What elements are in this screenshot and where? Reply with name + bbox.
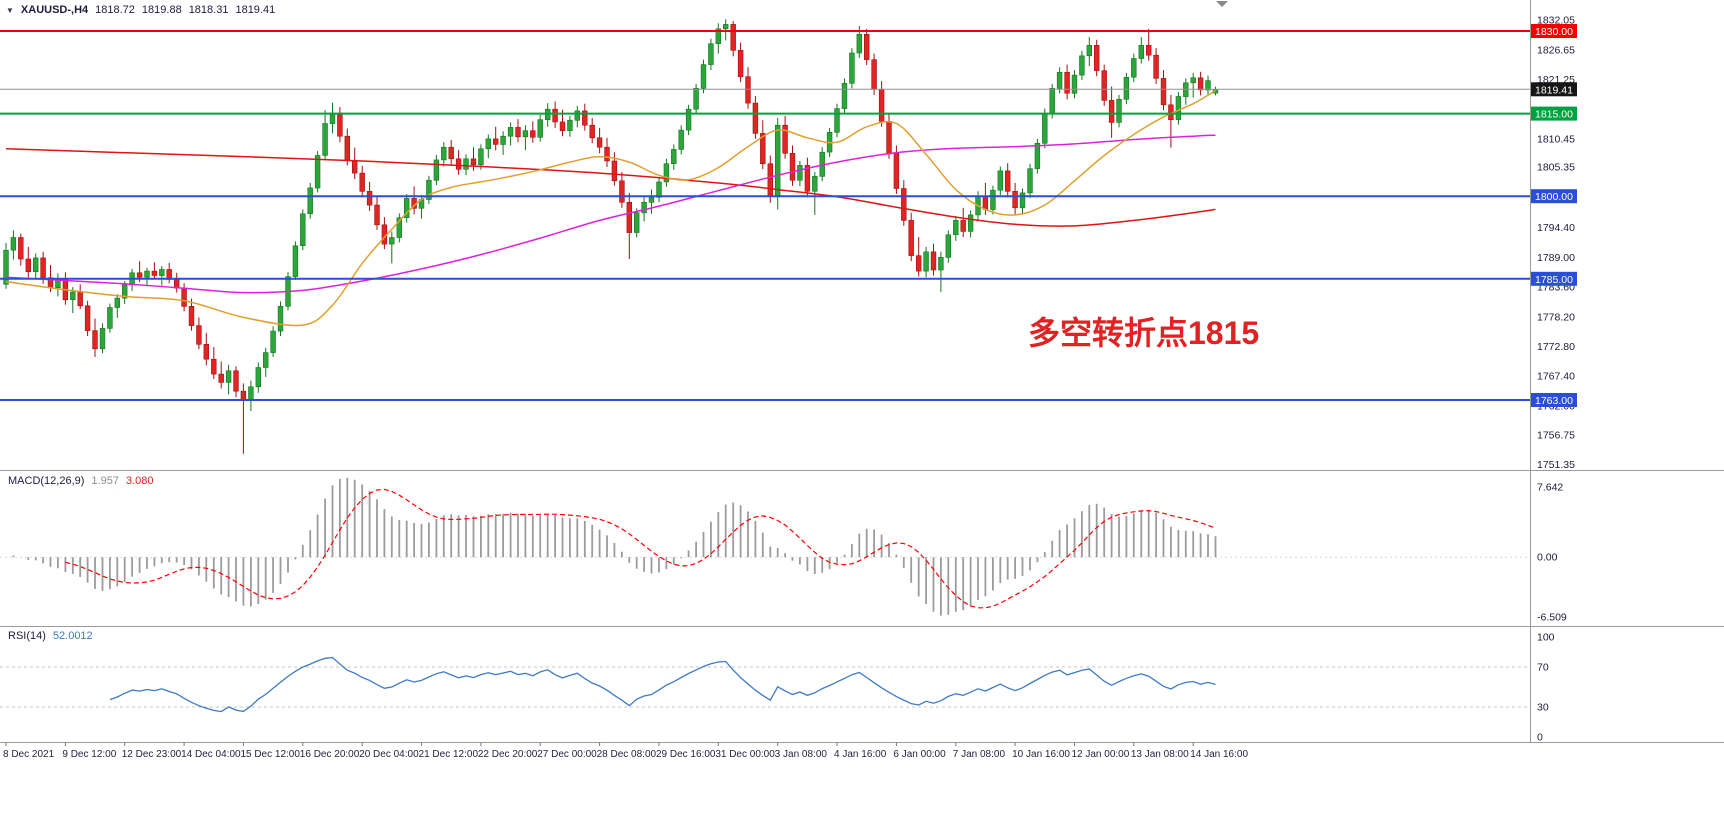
svg-text:0: 0 <box>1537 732 1543 744</box>
svg-text:1794.40: 1794.40 <box>1537 222 1575 234</box>
svg-text:22 Dec 20:00: 22 Dec 20:00 <box>478 749 538 760</box>
macd-histogram <box>12 477 1217 616</box>
svg-text:3 Jan 08:00: 3 Jan 08:00 <box>775 749 828 760</box>
svg-text:1789.00: 1789.00 <box>1537 252 1575 264</box>
svg-text:7.642: 7.642 <box>1537 482 1563 494</box>
svg-text:1830.00: 1830.00 <box>1535 26 1573 38</box>
candlestick-series <box>3 19 1219 454</box>
svg-text:1756.75: 1756.75 <box>1537 429 1575 441</box>
macd-name: MACD(12,26,9) <box>8 475 85 487</box>
svg-text:1763.00: 1763.00 <box>1535 395 1573 407</box>
svg-text:21 Dec 12:00: 21 Dec 12:00 <box>419 749 479 760</box>
ohlc-close: 1819.41 <box>235 4 276 16</box>
rsi-indicator-label: RSI(14) 52.0012 <box>8 630 93 642</box>
svg-text:7 Jan 08:00: 7 Jan 08:00 <box>953 749 1006 760</box>
macd-main-value: 1.957 <box>91 475 119 487</box>
price-axis-labels: 1832.051826.651821.251810.451805.351794.… <box>1537 15 1575 471</box>
time-axis-labels: 8 Dec 2021 9 Dec 12:00 12 Dec 23:00 14 Dec … <box>3 742 1248 760</box>
price-axis-badges: 1830.00 1819.41 1815.00 1800.00 1785.00 1763.… <box>1531 24 1577 407</box>
svg-text:12 Jan 00:00: 12 Jan 00:00 <box>1071 749 1129 760</box>
symbol-name: XAUUSD-,H4 <box>20 4 89 16</box>
ohlc-high: 1819.88 <box>141 4 182 16</box>
svg-text:30: 30 <box>1537 702 1549 714</box>
svg-text:29 Dec 16:00: 29 Dec 16:00 <box>656 749 716 760</box>
rsi-name: RSI(14) <box>8 630 46 642</box>
ma-line-slow <box>5 148 1216 227</box>
symbol-info-bar: ▼ XAUUSD-,H4 1818.72 1819.88 1818.31 181… <box>6 4 275 16</box>
ma-line-medium <box>5 134 1216 294</box>
svg-text:16 Dec 20:00: 16 Dec 20:00 <box>300 749 360 760</box>
svg-text:100: 100 <box>1537 632 1555 644</box>
rsi-level-lines <box>0 666 1530 708</box>
svg-text:13 Jan 08:00: 13 Jan 08:00 <box>1131 749 1189 760</box>
svg-text:1751.35: 1751.35 <box>1537 459 1575 471</box>
ma-line-fast <box>5 89 1216 327</box>
svg-text:31 Dec 00:00: 31 Dec 00:00 <box>715 749 775 760</box>
chart-shift-marker-icon[interactable] <box>1216 1 1228 7</box>
svg-text:8 Dec 2021: 8 Dec 2021 <box>3 749 55 760</box>
svg-text:4 Jan 16:00: 4 Jan 16:00 <box>834 749 887 760</box>
svg-text:10 Jan 16:00: 10 Jan 16:00 <box>1012 749 1070 760</box>
svg-text:1810.45: 1810.45 <box>1537 134 1575 146</box>
price-badge <box>1531 106 1577 121</box>
svg-text:14 Jan 16:00: 14 Jan 16:00 <box>1190 749 1248 760</box>
svg-text:20 Dec 04:00: 20 Dec 04:00 <box>359 749 419 760</box>
panel-borders <box>0 0 1724 743</box>
svg-text:1815.00: 1815.00 <box>1535 109 1573 121</box>
rsi-line <box>109 656 1216 713</box>
svg-text:6 Jan 00:00: 6 Jan 00:00 <box>893 749 946 760</box>
rsi-scale-labels: 100 70 30 0 <box>1537 632 1555 744</box>
rsi-value: 52.0012 <box>52 630 93 642</box>
svg-text:-6.509: -6.509 <box>1537 612 1567 624</box>
ohlc-low: 1818.31 <box>188 4 229 16</box>
svg-text:14 Dec 04:00: 14 Dec 04:00 <box>181 749 241 760</box>
price-badge <box>1531 24 1577 38</box>
svg-text:1800.00: 1800.00 <box>1535 191 1573 203</box>
svg-text:1778.20: 1778.20 <box>1537 311 1575 323</box>
svg-text:0.00: 0.00 <box>1537 552 1558 564</box>
svg-text:9 Dec 12:00: 9 Dec 12:00 <box>62 749 116 760</box>
svg-text:28 Dec 08:00: 28 Dec 08:00 <box>597 749 657 760</box>
svg-text:1819.41: 1819.41 <box>1535 84 1573 96</box>
macd-scale-labels: 7.642 0.00 -6.509 <box>1537 482 1567 624</box>
svg-text:12 Dec 23:00: 12 Dec 23:00 <box>122 749 182 760</box>
price-badge <box>1531 82 1577 97</box>
macd-signal-line <box>65 488 1216 609</box>
svg-text:1805.35: 1805.35 <box>1537 162 1575 174</box>
price-badge <box>1531 271 1577 286</box>
svg-text:1772.80: 1772.80 <box>1537 341 1575 353</box>
price-badge <box>1531 393 1577 407</box>
svg-text:1785.00: 1785.00 <box>1535 274 1573 286</box>
macd-indicator-label: MACD(12,26,9) 1.957 3.080 <box>8 475 153 487</box>
svg-text:1832.05: 1832.05 <box>1537 15 1575 27</box>
macd-signal-value: 3.080 <box>125 475 154 487</box>
symbol-dropdown-icon[interactable]: ▼ <box>6 5 14 15</box>
chart-text-annotation[interactable]: 多空转折点1815 <box>1028 315 1260 351</box>
ohlc-open: 1818.72 <box>95 4 135 16</box>
price-badge <box>1531 189 1577 204</box>
svg-text:27 Dec 00:00: 27 Dec 00:00 <box>537 749 597 760</box>
horizontal-level-lines[interactable] <box>0 30 1530 401</box>
svg-text:15 Dec 12:00: 15 Dec 12:00 <box>240 749 300 760</box>
svg-text:1767.40: 1767.40 <box>1537 371 1575 383</box>
svg-text:1826.65: 1826.65 <box>1537 44 1575 56</box>
svg-text:70: 70 <box>1537 662 1549 674</box>
